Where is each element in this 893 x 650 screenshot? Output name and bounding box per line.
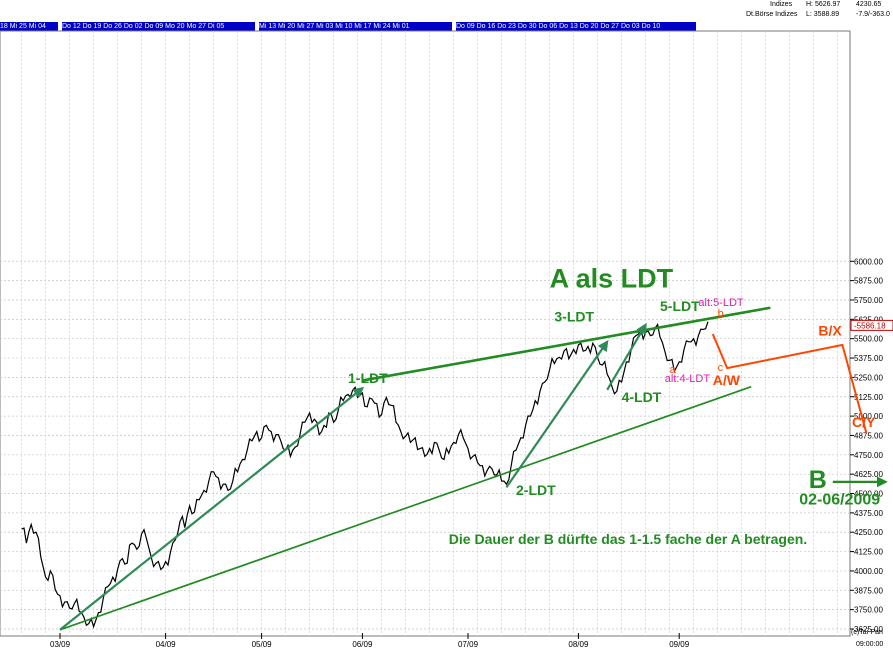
y-tick-label: 4250.00 — [854, 528, 883, 537]
x-tick-label: 05/09 — [252, 640, 273, 649]
instrument-label: Indizes — [770, 1, 793, 8]
last-price-label: -5586.18 — [854, 321, 886, 330]
y-tick-label: 5625.00 — [854, 315, 883, 324]
chart-annotation: 1-LDT — [348, 370, 388, 386]
y-tick-label: 5875.00 — [854, 277, 883, 286]
last-price-box — [850, 319, 893, 331]
x-tick-label: 04/09 — [156, 640, 177, 649]
x-tick-label: 06/09 — [352, 640, 373, 649]
wave-arrow — [59, 386, 365, 631]
chart-annotation: C/Y — [852, 414, 876, 430]
date-band-3: Mi 13 Mi 20 Mi 27 Mi 03 Mi 10 Mi 17 Mi 2… — [259, 22, 452, 31]
chart-annotation: alt:4-LDT — [665, 373, 711, 385]
x-tick-label: 07/09 — [458, 640, 479, 649]
y-tick-label: 4125.00 — [854, 548, 883, 557]
chart-annotation: A als LDT — [550, 264, 674, 294]
chart-annotation: a — [670, 364, 677, 376]
chart-annotation: B/X — [818, 323, 842, 339]
y-tick-label: 4625.00 — [854, 470, 883, 479]
date-band-2: Do 12 Do 19 Do 26 Do 02 Do 09 Mo 20 Mo 2… — [62, 22, 255, 31]
copyright-label: (c)Tai-Pan — [851, 629, 883, 636]
y-tick-label: 6000.00 — [854, 257, 883, 266]
y-tick-label: 3625.00 — [854, 625, 883, 634]
time-label: 09:00:00 — [856, 641, 884, 648]
y-tick-label: 3875.00 — [854, 586, 883, 595]
chart-annotation: c — [718, 362, 724, 374]
y-tick-label: 5125.00 — [854, 393, 883, 402]
projection-path — [711, 333, 868, 434]
y-tick-label: 4000.00 — [854, 567, 883, 576]
last-value: 4230.65 — [856, 1, 882, 8]
chart-annotation: B — [809, 466, 827, 494]
y-tick-label: 4500.00 — [854, 490, 883, 499]
y-tick-label: 4375.00 — [854, 509, 883, 518]
y-tick-label: 5750.00 — [854, 296, 883, 305]
y-tick-label: 5250.00 — [854, 373, 883, 382]
chart-annotation: 02-06/2009 — [799, 491, 880, 508]
x-tick-label: 09/09 — [669, 640, 690, 649]
chart-annotation: b — [718, 308, 724, 320]
wave-arrow — [606, 322, 647, 391]
chart-annotation: 5-LDT — [660, 298, 700, 314]
y-tick-label: 5000.00 — [854, 412, 883, 421]
index-name-label: Dt.Börse Indizes — [746, 11, 798, 18]
trend-line-upper — [362, 306, 771, 382]
chart-annotation: 3-LDT — [554, 309, 594, 325]
chart-annotation: 2-LDT — [516, 482, 556, 498]
date-band-1: 18 Mi 25 Mi 04 — [0, 22, 58, 31]
x-tick-label: 03/09 — [50, 640, 71, 649]
y-tick-label: 5500.00 — [854, 335, 883, 344]
chart-annotation: A/W — [713, 372, 741, 388]
y-tick-label: 5375.00 — [854, 354, 883, 363]
price-series-line — [21, 321, 709, 629]
y-tick-label: 4875.00 — [854, 431, 883, 440]
y-tick-label: 3750.00 — [854, 606, 883, 615]
date-band-4: Do 09 Do 16 Do 23 Do 30 Do 06 Do 13 Do 2… — [456, 22, 696, 31]
chart-annotation: 4-LDT — [622, 389, 662, 405]
x-tick-label: 08/09 — [568, 640, 589, 649]
chart-annotation: alt:5-LDT — [698, 297, 744, 309]
wave-arrow — [505, 339, 609, 488]
y-tick-label: 4750.00 — [854, 451, 883, 460]
chart-annotation: Die Dauer der B dürfte das 1-1.5 fache d… — [449, 531, 807, 547]
change-value: -7.9/-363.0 — [856, 11, 890, 18]
high-value: H: 5626.97 — [806, 1, 841, 8]
trend-line-lower — [59, 385, 752, 631]
low-value: L: 3588.89 — [806, 11, 840, 18]
